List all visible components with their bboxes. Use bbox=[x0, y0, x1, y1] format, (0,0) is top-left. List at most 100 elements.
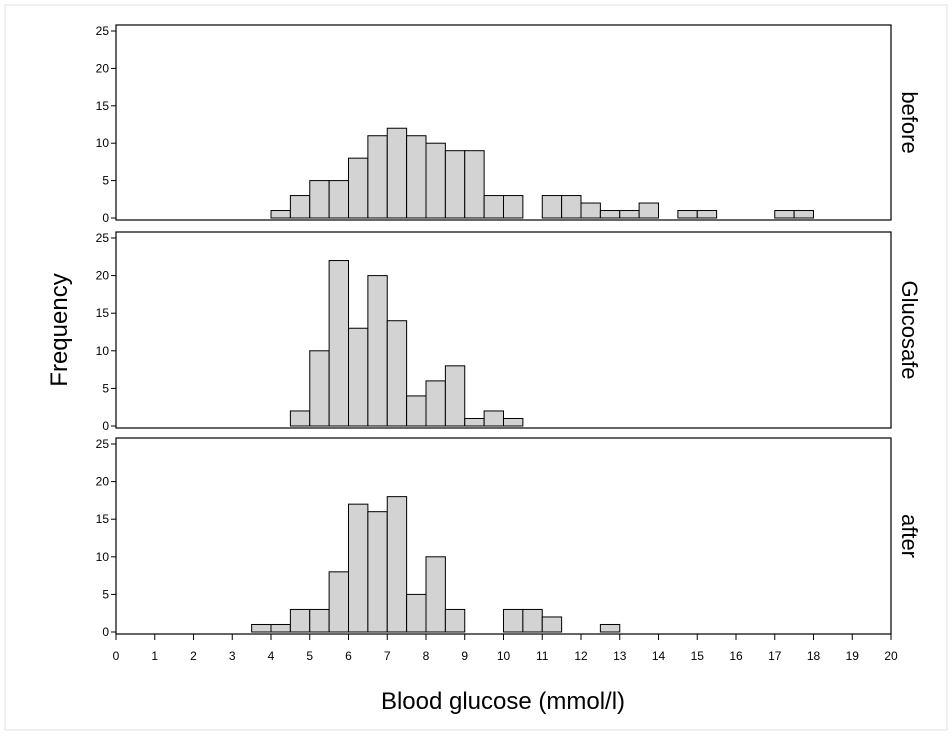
histogram-bar bbox=[522, 608, 543, 633]
panel-label: Glucosafe bbox=[897, 280, 922, 379]
x-tick-label: 18 bbox=[807, 649, 821, 663]
y-tick-label: 25 bbox=[96, 231, 110, 245]
x-tick-label: 19 bbox=[846, 649, 860, 663]
histogram-bar bbox=[386, 320, 408, 427]
histogram-bar bbox=[270, 623, 291, 633]
histogram-bar bbox=[270, 210, 291, 219]
y-tick-label: 15 bbox=[96, 512, 110, 526]
histogram-bar bbox=[793, 210, 814, 219]
x-tick-label: 17 bbox=[768, 649, 782, 663]
histogram-bar bbox=[367, 275, 388, 427]
histogram-bar bbox=[425, 380, 446, 427]
panels-layer: 0 5 10 15 20 25 before 0 5 10 15 20 25 Glucosafe 0 5 10 1… bbox=[96, 24, 922, 639]
x-tick-label: 14 bbox=[652, 649, 666, 663]
histogram-bar bbox=[348, 327, 369, 427]
y-tick-label: 25 bbox=[96, 437, 110, 451]
x-tick-label: 13 bbox=[613, 649, 627, 663]
x-tick-label: 1 bbox=[151, 649, 158, 663]
x-tick-label: 2 bbox=[190, 649, 197, 663]
histogram-bar bbox=[503, 195, 524, 219]
histogram-bar bbox=[483, 195, 504, 219]
x-tick-label: 16 bbox=[729, 649, 743, 663]
x-axis: 0 1 2 3 4 5 6 7 8 9 10 11 12 13 14 15 16 17 18 19 20 bbox=[113, 634, 898, 663]
panel-frame bbox=[115, 231, 892, 429]
y-tick-label: 0 bbox=[102, 419, 109, 433]
histogram-bar bbox=[406, 135, 427, 219]
y-tick-label: 15 bbox=[96, 306, 110, 320]
histogram-bar bbox=[444, 608, 466, 633]
y-tick-label: 15 bbox=[96, 99, 110, 113]
histogram-bar bbox=[638, 202, 659, 219]
x-tick-label: 7 bbox=[384, 649, 391, 663]
y-tick-label: 20 bbox=[96, 475, 110, 489]
x-tick-label: 6 bbox=[345, 649, 352, 663]
histogram-bar bbox=[386, 496, 408, 633]
histogram-bar bbox=[599, 210, 621, 219]
histogram-bar bbox=[444, 150, 466, 219]
y-tick-label: 25 bbox=[96, 24, 110, 38]
x-tick-label: 3 bbox=[229, 649, 236, 663]
x-tick-label: 11 bbox=[536, 649, 549, 663]
histogram-bar bbox=[541, 616, 563, 633]
histogram-bar bbox=[599, 623, 621, 633]
histogram-bar bbox=[464, 417, 485, 427]
panel-after: 0 5 10 15 20 25 after bbox=[96, 437, 922, 639]
histogram-bar bbox=[367, 511, 388, 633]
histogram-bar bbox=[425, 556, 446, 633]
y-tick-label: 0 bbox=[102, 211, 109, 225]
y-tick-label: 0 bbox=[102, 625, 109, 639]
histogram-bar bbox=[328, 180, 349, 219]
y-axis-title: Frequency bbox=[46, 273, 73, 386]
y-tick-label: 5 bbox=[102, 381, 109, 395]
histogram-bar bbox=[696, 210, 718, 219]
panel-label: after bbox=[897, 514, 922, 558]
histogram-bar bbox=[348, 503, 369, 633]
histogram-bar bbox=[309, 350, 330, 427]
histogram-bar bbox=[444, 365, 466, 427]
x-tick-label: 12 bbox=[574, 649, 588, 663]
histogram-bar bbox=[251, 623, 272, 633]
x-tick-label: 0 bbox=[113, 649, 120, 663]
histogram-bar bbox=[561, 195, 582, 219]
x-tick-label: 20 bbox=[884, 649, 898, 663]
panel-frame bbox=[115, 437, 892, 635]
histogram-bar bbox=[677, 210, 698, 219]
histogram-bar bbox=[406, 593, 427, 633]
panel-frame bbox=[115, 24, 892, 221]
histogram-bar bbox=[774, 210, 795, 219]
histogram-bar bbox=[619, 210, 640, 219]
histogram-bar bbox=[289, 410, 311, 427]
histogram-bar bbox=[503, 417, 524, 427]
x-axis-title: Blood glucose (mmol/l) bbox=[381, 688, 625, 715]
histogram-bar bbox=[386, 127, 408, 219]
histogram-bar bbox=[483, 410, 504, 427]
histogram-bar bbox=[309, 608, 330, 633]
x-tick-label: 9 bbox=[461, 649, 468, 663]
histogram-bar bbox=[425, 142, 446, 219]
histogram-bar bbox=[367, 135, 388, 219]
x-tick-label: 4 bbox=[268, 649, 275, 663]
y-tick-label: 10 bbox=[96, 550, 110, 564]
y-tick-label: 10 bbox=[96, 344, 110, 358]
histogram-bar bbox=[464, 150, 485, 219]
histogram-bar bbox=[580, 202, 601, 219]
panel-glucosafe: 0 5 10 15 20 25 Glucosafe bbox=[96, 231, 922, 433]
panel-before: 0 5 10 15 20 25 before bbox=[96, 24, 922, 225]
panel-label: before bbox=[897, 91, 922, 153]
chart-border bbox=[4, 4, 948, 731]
histogram-bar bbox=[328, 260, 349, 427]
y-tick-label: 10 bbox=[96, 136, 110, 150]
y-tick-label: 20 bbox=[96, 61, 110, 75]
x-tick-label: 5 bbox=[306, 649, 313, 663]
y-tick-label: 5 bbox=[102, 587, 109, 601]
histogram-bar bbox=[289, 195, 311, 219]
histogram-bar bbox=[289, 608, 311, 633]
histogram-bar bbox=[348, 157, 369, 219]
y-tick-label: 20 bbox=[96, 269, 110, 283]
x-tick-label: 8 bbox=[423, 649, 430, 663]
y-tick-label: 5 bbox=[102, 174, 109, 188]
histogram-bar bbox=[328, 571, 349, 633]
histogram-bar bbox=[309, 180, 330, 219]
